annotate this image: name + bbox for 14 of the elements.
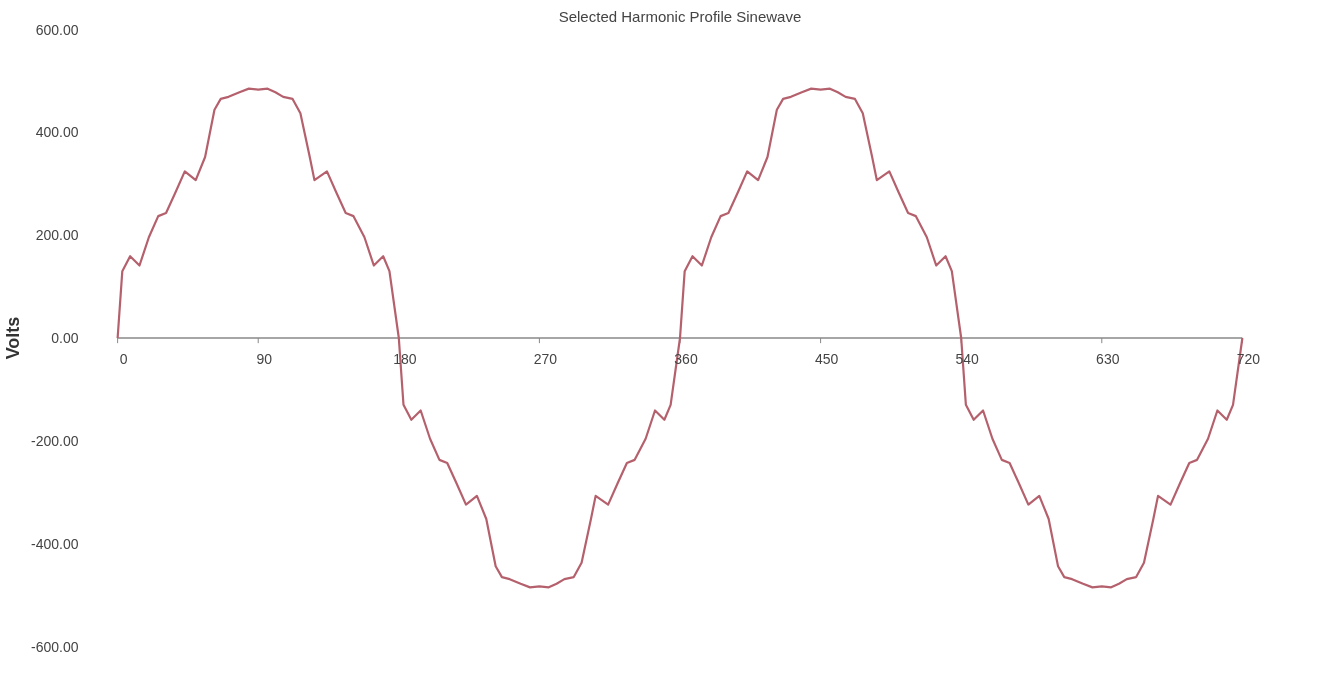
x-tick-label: 450 bbox=[814, 351, 839, 367]
y-tick-label: -200.00 bbox=[31, 432, 79, 449]
x-tick-label: 270 bbox=[533, 351, 558, 367]
chart-title: Selected Harmonic Profile Sinewave bbox=[558, 7, 802, 25]
y-tick-label: -400.00 bbox=[31, 535, 79, 552]
x-tick-label: 90 bbox=[256, 351, 273, 367]
y-tick-label: 600.00 bbox=[35, 21, 79, 38]
x-tick-label: 630 bbox=[1096, 351, 1120, 367]
y-axis-title: Volts bbox=[3, 316, 24, 360]
y-tick-label: 400.00 bbox=[35, 124, 79, 141]
x-tick-label: 0 bbox=[119, 351, 128, 367]
y-tick-label: 200.00 bbox=[35, 227, 79, 244]
y-tick-label: 0.00 bbox=[51, 330, 79, 346]
y-tick-label: -600.00 bbox=[31, 638, 79, 655]
